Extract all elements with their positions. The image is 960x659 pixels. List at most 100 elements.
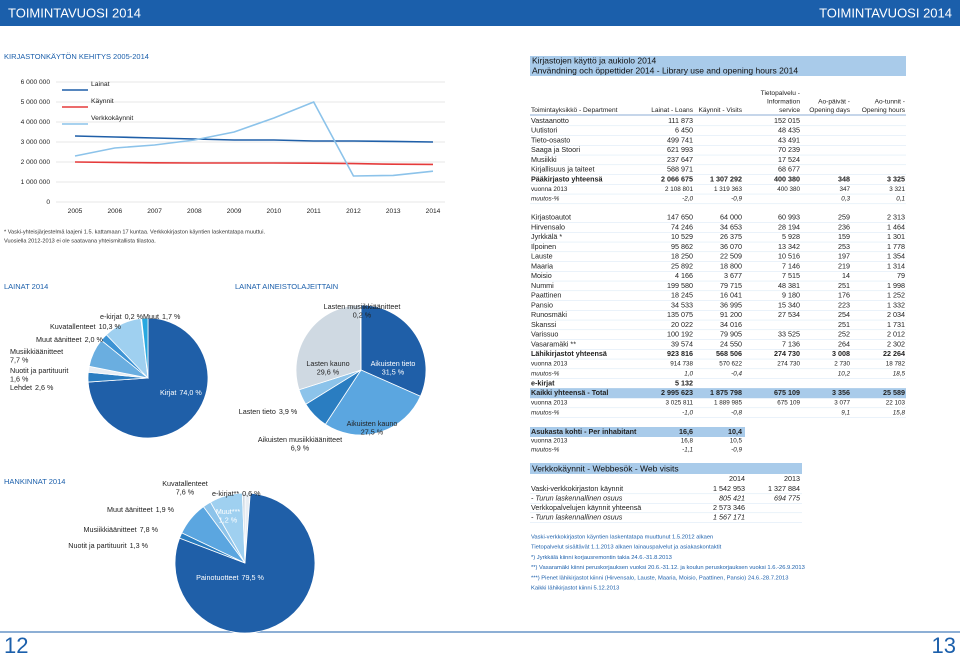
table-cell: 5 132: [675, 378, 693, 387]
table-cell: 274 730: [774, 349, 800, 358]
table-cell: 152 015: [774, 116, 800, 125]
slice-label: Musiikkiäänitteet 7,7 %: [10, 347, 63, 365]
table-cell: 7 146: [782, 261, 800, 270]
y-tick-label: 4 000 000: [21, 119, 51, 126]
slice-label: Kirjat 74,0 %: [160, 388, 202, 397]
y-tick-label: 6 000 000: [21, 79, 51, 86]
slice-value: 2,0 %: [85, 335, 104, 344]
table-cell: 79 715: [720, 281, 742, 290]
table-cell: 22 264: [883, 349, 905, 358]
footnote: Vaski-verkkokirjaston käyntien laskentat…: [531, 535, 713, 541]
row-label: Kaikki yhteensä - Total: [531, 388, 608, 397]
table-cell: 1 889 985: [714, 400, 743, 407]
x-tick-label: 2012: [346, 208, 361, 215]
y-tick-label: 2 000 000: [21, 159, 51, 166]
table-cell: 1 354: [887, 252, 905, 261]
slice-category: Muut äänitteet: [107, 505, 153, 514]
table-cell: 0,3: [841, 196, 850, 203]
column-header: 2013: [784, 474, 800, 483]
table-cell: 2 066 675: [661, 174, 693, 183]
column-header: Opening days: [809, 107, 850, 114]
table-cell: -2,0: [682, 196, 693, 203]
slice-category: Kuvatallenteet: [162, 479, 208, 488]
slice-label: Muut äänitteet 1,9 %: [107, 505, 175, 514]
pie-title: LAINAT 2014: [4, 282, 48, 291]
slice-label: Painotuotteet 79,5 %: [196, 573, 264, 582]
table-cell: 36 070: [720, 242, 742, 251]
footnote: *) Jyrkkälä kiinni korjausremontin takia…: [531, 555, 672, 561]
table-cell: 26 375: [720, 232, 742, 241]
table-cell: 13 342: [778, 242, 800, 251]
table-cell: -0,4: [731, 370, 742, 377]
slice-category: Musiikkiäänitteet: [83, 525, 136, 534]
x-tick-label: 2007: [147, 208, 162, 215]
slice-label: Lasten musiikkiäänitteet 0,2 %: [324, 302, 401, 320]
slice-label: Aikuisten kauno 27,5 %: [347, 419, 398, 437]
table-cell: 348: [838, 174, 850, 183]
table-cell: 39 574: [671, 339, 693, 348]
table-cell: 18,5: [893, 370, 906, 377]
legend-label: Lainat: [91, 81, 110, 88]
row-label: Lauste: [531, 252, 553, 261]
row-label: muutos-%: [531, 447, 560, 454]
column-header: Ao-päivät -: [818, 98, 850, 105]
web-title: Verkkokäynnit - Webbesök - Web visits: [532, 463, 679, 473]
table-cell: 48 381: [778, 281, 800, 290]
table-cell: 400 380: [774, 174, 800, 183]
slice-category: Aikuisten kauno: [347, 419, 398, 428]
legend-label: Verkkokäynnit: [91, 115, 133, 122]
pie-slice: [360, 304, 427, 397]
table-cell: 18 782: [886, 361, 906, 368]
slice-label: e-kirjat** 0,6 %: [212, 489, 261, 498]
slice-label: Lasten kauno 29,6 %: [306, 359, 349, 377]
slice-value: 10,3 %: [99, 322, 122, 331]
table-cell: 2 995 623: [661, 388, 693, 397]
row-label: muutos-%: [531, 409, 560, 416]
table-cell: 274 730: [777, 361, 800, 368]
table-cell: 79 905: [720, 330, 742, 339]
table-cell: 1 875 798: [710, 388, 742, 397]
table-cell: 347: [839, 186, 850, 193]
table-cell: 16,6: [679, 427, 693, 436]
slice-category: Nuotit ja partituurit: [10, 366, 68, 375]
table-cell: 1 464: [887, 222, 905, 231]
table-cell: 1 567 171: [713, 512, 745, 521]
table-cell: 1 731: [887, 320, 905, 329]
table-cell: 74 246: [671, 222, 693, 231]
slice-value: 74,0 %: [179, 388, 202, 397]
slice-value: 3,9 %: [279, 407, 298, 416]
column-header: Käynnit - Visits: [699, 107, 743, 114]
row-label: Asukasta kohti - Per inhabitant: [531, 427, 637, 436]
table-cell: 24 550: [720, 339, 742, 348]
row-label: muutos-%: [531, 196, 560, 203]
table-cell: 18 800: [720, 261, 742, 270]
slice-value: 1,7 %: [162, 312, 181, 321]
line-series: [74, 135, 434, 143]
y-tick-label: 1 000 000: [21, 179, 51, 186]
slice-category: Muut***: [216, 507, 241, 516]
row-label: Runosmäki: [531, 310, 567, 319]
table-cell: -1,0: [682, 409, 693, 416]
table-cell: 43 491: [778, 135, 800, 144]
row-label: muutos-%: [531, 370, 560, 377]
slice-value: 7,6 %: [176, 487, 195, 496]
table-cell: 28 194: [778, 222, 800, 231]
table-cell: 25 589: [883, 388, 905, 397]
table-cell: 9,1: [841, 409, 850, 416]
table-cell: 16 041: [720, 291, 742, 300]
slice-category: Muut äänitteet: [36, 335, 82, 344]
slice-label: Nuotit ja partituurit 1,3 %: [68, 541, 148, 550]
slice-value: 27,5 %: [361, 427, 384, 436]
table-cell: 3 677: [724, 271, 742, 280]
table-cell: 1 314: [887, 261, 905, 270]
table-cell: 252: [838, 330, 850, 339]
row-label: Vastaanotto: [531, 116, 569, 125]
table-cell: 25 892: [671, 261, 693, 270]
table-cell: 10,4: [728, 427, 742, 436]
footnote: **) Vasaramäki kiinni peruskorjauksen vu…: [531, 565, 805, 571]
slice-label: Muut 1,7 %: [143, 312, 181, 321]
table-cell: 3 325: [887, 174, 905, 183]
table-cell: 10,5: [730, 438, 743, 445]
table-cell: 1 332: [887, 300, 905, 309]
